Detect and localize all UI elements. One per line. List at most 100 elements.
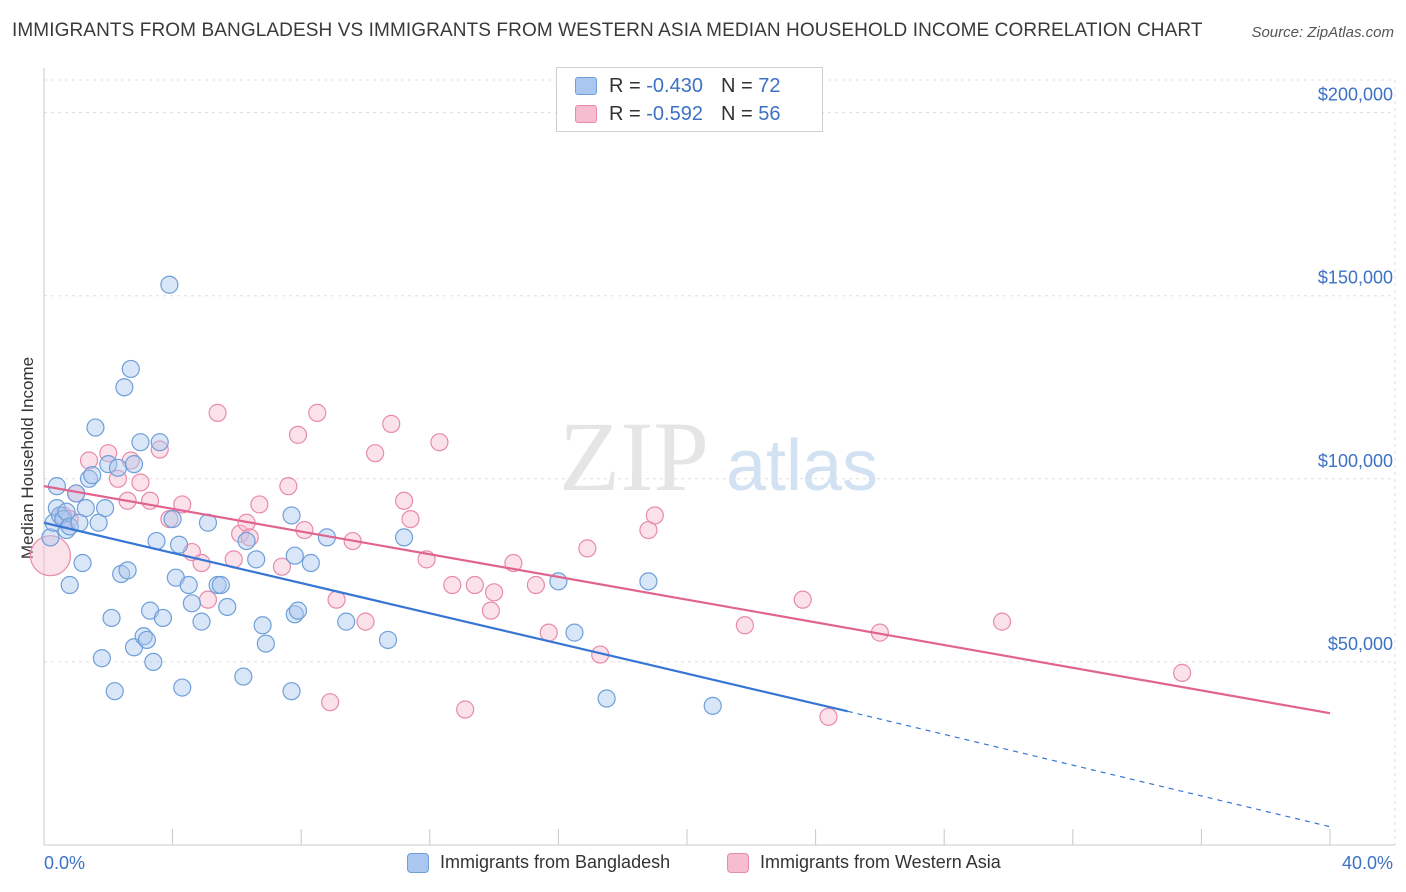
data-point <box>282 682 301 701</box>
data-point <box>198 590 218 609</box>
legend-row-western-asia: R = -0.592 N = 56 <box>575 100 780 128</box>
legend-n-value: 56 <box>758 102 781 125</box>
watermark-zip: ZIP <box>559 401 709 512</box>
legend-r-label: R = <box>609 74 641 97</box>
y-tick-label: $200,000 <box>1318 85 1393 105</box>
data-point <box>76 499 95 518</box>
series-legend: Immigrants from Bangladesh Immigrants fr… <box>0 852 1406 876</box>
data-point <box>639 572 658 591</box>
data-point <box>95 499 115 518</box>
data-point <box>234 667 253 686</box>
data-point <box>356 612 375 631</box>
data-point <box>465 575 484 595</box>
data-point <box>131 433 150 452</box>
data-point <box>124 455 144 474</box>
data-point <box>218 597 237 617</box>
legend-n-label: N = <box>720 102 753 125</box>
data-point <box>163 509 182 529</box>
x-tick-label: 40.0% <box>1342 853 1393 873</box>
legend-label-western-asia: Immigrants from Western Asia <box>760 852 1001 872</box>
data-point <box>118 561 137 580</box>
data-point <box>819 707 838 726</box>
legend-label-bangladesh: Immigrants from Bangladesh <box>440 852 671 872</box>
trend-line <box>43 485 1331 715</box>
data-point <box>279 477 298 496</box>
legend-r-value: -0.592 <box>646 102 703 125</box>
data-point <box>1173 663 1192 682</box>
data-point <box>153 608 173 628</box>
data-point <box>735 616 754 635</box>
data-point <box>150 440 169 459</box>
y-tick-label: $150,000 <box>1318 268 1393 288</box>
correlation-legend: R = -0.430 N = 72 R = -0.592 N = 56 <box>556 67 823 132</box>
data-point <box>102 608 121 628</box>
data-point <box>401 509 420 529</box>
data-point <box>192 553 211 573</box>
data-point <box>237 531 256 551</box>
data-point <box>83 466 102 485</box>
legend-r-label: R = <box>609 102 641 125</box>
data-point <box>337 612 356 631</box>
data-point <box>272 557 292 576</box>
tick-labels: $50,000 $100,000 $150,000 $200,000 0.0% 40.0% <box>44 85 1393 873</box>
grid-lines <box>44 79 1396 845</box>
data-point <box>57 502 76 521</box>
trend-line <box>43 521 849 713</box>
chart-title: IMMIGRANTS FROM BANGLADESH VS IMMIGRANTS… <box>12 20 1203 41</box>
data-point <box>247 550 266 569</box>
data-point <box>703 696 722 715</box>
x-tick-label: 0.0% <box>44 853 85 873</box>
data-point <box>321 693 340 712</box>
data-point <box>169 535 189 554</box>
series-bangladesh-points <box>41 275 722 715</box>
data-point <box>121 359 140 379</box>
data-point <box>86 418 105 437</box>
legend-swatch-blue <box>575 77 597 95</box>
data-point <box>992 612 1012 631</box>
data-point <box>211 575 230 595</box>
data-point <box>539 623 558 642</box>
data-point <box>285 546 304 565</box>
legend-n-value: 72 <box>758 74 781 97</box>
data-point <box>288 425 308 444</box>
data-point <box>394 528 414 547</box>
data-point <box>105 682 124 701</box>
data-point <box>160 275 179 294</box>
legend-row-bangladesh: R = -0.430 N = 72 <box>575 72 780 100</box>
data-point <box>79 451 99 470</box>
data-point <box>179 575 198 595</box>
data-point <box>282 506 301 525</box>
trend-lines <box>43 485 1331 828</box>
data-point <box>456 700 475 719</box>
data-point <box>253 616 272 635</box>
legend-swatch-pink <box>575 105 597 123</box>
data-point <box>137 630 156 650</box>
data-point <box>92 649 111 668</box>
data-point <box>47 477 66 496</box>
data-point <box>41 528 60 547</box>
data-point <box>173 678 192 697</box>
data-point <box>793 590 812 609</box>
data-point <box>366 444 385 463</box>
data-point <box>578 539 597 558</box>
legend-item-western-asia[interactable]: Immigrants from Western Asia <box>727 852 1001 873</box>
data-point <box>394 491 414 510</box>
chart-source: Source: ZipAtlas.com <box>1251 24 1394 41</box>
data-point <box>144 652 163 672</box>
data-point <box>481 601 500 620</box>
data-point <box>192 612 211 631</box>
data-point <box>378 630 398 650</box>
trend-line-extension <box>847 710 1331 828</box>
data-point <box>430 433 449 452</box>
watermark: ZIP atlas <box>559 401 878 512</box>
y-tick-label: $100,000 <box>1318 451 1393 471</box>
axes <box>43 68 1395 846</box>
legend-item-bangladesh[interactable]: Immigrants from Bangladesh <box>407 852 670 873</box>
data-point <box>182 594 201 613</box>
data-point <box>443 575 462 595</box>
data-point <box>308 403 327 422</box>
data-point <box>29 535 72 577</box>
data-point <box>150 433 169 452</box>
data-point <box>565 623 584 642</box>
